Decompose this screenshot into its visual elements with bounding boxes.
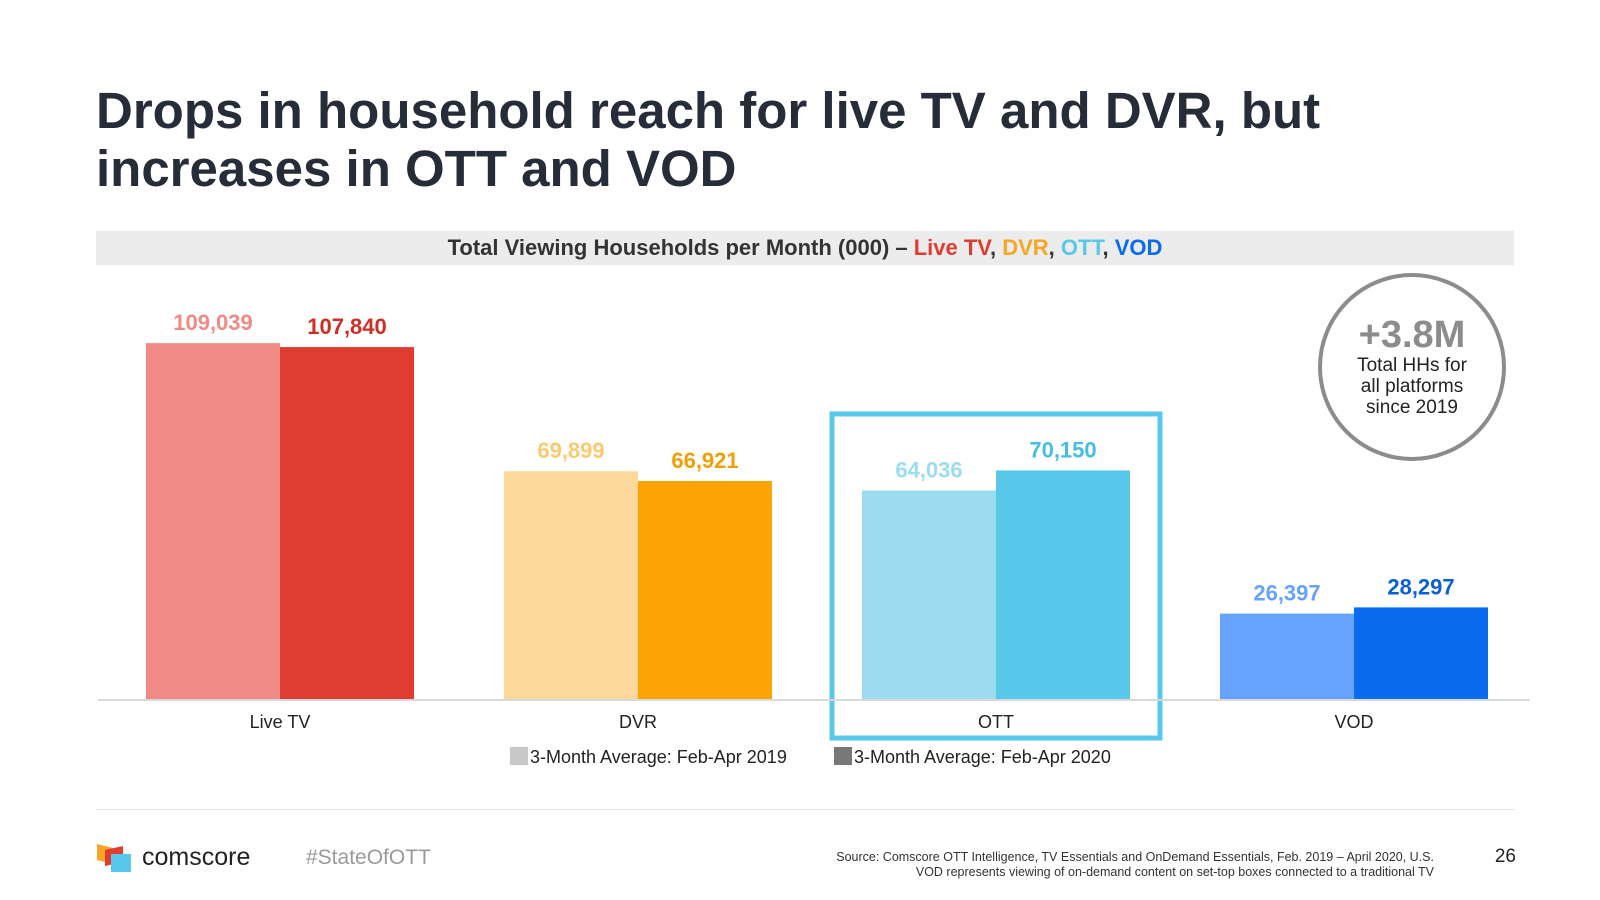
x-tick-label: OTT (978, 712, 1014, 732)
chart-title: Total Viewing Households per Month (000)… (96, 231, 1514, 265)
chart-title-part: , (1048, 235, 1061, 260)
legend-label: 3-Month Average: Feb-Apr 2019 (530, 747, 787, 767)
page-number: 26 (1494, 846, 1516, 867)
bar (638, 480, 772, 700)
bar (862, 490, 996, 700)
source-note: Source: Comscore OTT Intelligence, TV Es… (700, 850, 1434, 880)
bar (1220, 613, 1354, 700)
bar (146, 343, 280, 700)
footer-divider (96, 809, 1514, 810)
brand-name: comscore (142, 843, 251, 871)
chart-title-part: DVR (1002, 235, 1049, 260)
data-label: 66,921 (671, 448, 738, 473)
x-tick-label: DVR (619, 712, 657, 732)
bar (504, 471, 638, 700)
chart-title-prefix: Total Viewing Households per Month (000)… (447, 235, 914, 260)
page-title: Drops in household reach for live TV and… (96, 82, 1321, 197)
chart-title-part: , (989, 235, 1003, 260)
chart-title-part: VOD (1114, 235, 1163, 260)
data-label: 64,036 (895, 457, 962, 482)
comscore-logo-icon (97, 844, 131, 872)
bar (1354, 607, 1488, 700)
source-line-1: Source: Comscore OTT Intelligence, TV Es… (836, 850, 1434, 864)
x-tick-label: Live TV (250, 712, 311, 732)
bar (280, 347, 414, 700)
hashtag: #StateOfOTT (306, 846, 431, 869)
legend-swatch (510, 747, 528, 765)
legend-swatch (834, 747, 852, 765)
callout-text: Total HHs for all platforms since 2019 (1357, 355, 1467, 418)
bar (996, 470, 1130, 700)
legend-label: 3-Month Average: Feb-Apr 2020 (854, 747, 1111, 767)
data-label: 70,150 (1029, 437, 1096, 462)
data-label: 28,297 (1387, 574, 1454, 599)
source-line-2: VOD represents viewing of on-demand cont… (915, 865, 1434, 879)
chart-title-part: OTT (1060, 235, 1103, 260)
x-tick-label: VOD (1334, 712, 1373, 732)
data-label: 69,899 (537, 438, 604, 463)
data-label: 26,397 (1253, 581, 1320, 606)
chart-title-part: Live TV (913, 235, 990, 260)
highlight-box (829, 411, 1163, 741)
chart-title-part: , (1102, 235, 1115, 260)
callout-value: +3.8M (1358, 314, 1466, 356)
reach-callout: +3.8M Total HHs for all platforms since … (1318, 273, 1506, 461)
chart-title-categories: Live TV, DVR, OTT, VOD (914, 235, 1163, 260)
data-label: 109,039 (173, 310, 253, 335)
data-label: 107,840 (307, 314, 387, 339)
